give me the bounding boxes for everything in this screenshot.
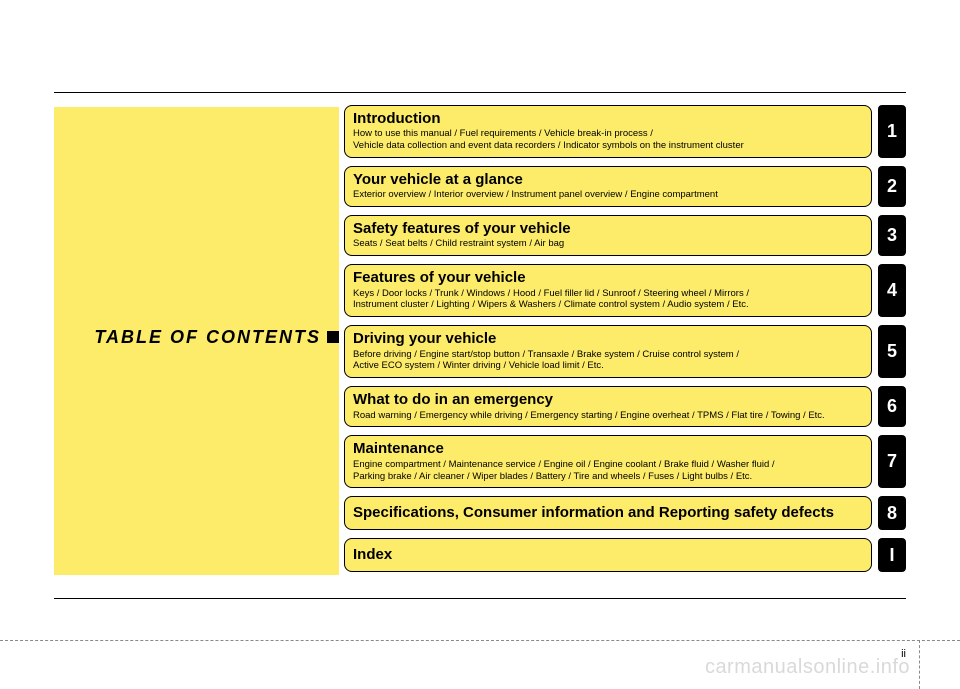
toc-row: Safety features of your vehicle Seats / … [344, 215, 906, 256]
toc-card-vehicle-glance: Your vehicle at a glance Exterior overvi… [344, 166, 872, 207]
toc-card-specifications: Specifications, Consumer information and… [344, 496, 872, 530]
toc-card-title: What to do in an emergency [353, 391, 863, 408]
toc-card-desc: Road warning / Emergency while driving /… [353, 410, 863, 422]
bottom-rule [54, 598, 906, 599]
toc-desc-line: Road warning / Emergency while driving /… [353, 410, 825, 421]
toc-card-title: Driving your vehicle [353, 330, 863, 347]
toc-tab: 3 [878, 215, 906, 256]
toc-card-title: Specifications, Consumer information and… [353, 504, 863, 521]
toc-card-introduction: Introduction How to use this manual / Fu… [344, 105, 872, 158]
toc-card-desc: Before driving / Engine start/stop butto… [353, 349, 863, 373]
top-rule [54, 92, 906, 93]
toc-tab: 7 [878, 435, 906, 488]
toc-desc-line: Before driving / Engine start/stop butto… [353, 349, 739, 360]
toc-card-title: Safety features of your vehicle [353, 220, 863, 237]
toc-desc-line: Instrument cluster / Lighting / Wipers &… [353, 299, 749, 310]
toc-tab: I [878, 538, 906, 572]
toc-row: Your vehicle at a glance Exterior overvi… [344, 166, 906, 207]
toc-tab: 5 [878, 325, 906, 378]
toc-card-maintenance: Maintenance Engine compartment / Mainten… [344, 435, 872, 488]
page: table of contents Introduction How to us… [0, 0, 960, 689]
toc-card-title: Features of your vehicle [353, 269, 863, 286]
toc-card-safety: Safety features of your vehicle Seats / … [344, 215, 872, 256]
square-icon [327, 331, 339, 343]
toc-desc-line: Vehicle data collection and event data r… [353, 140, 744, 151]
toc-desc-line: Active ECO system / Winter driving / Veh… [353, 360, 604, 371]
toc-tab: 4 [878, 264, 906, 317]
toc-card-desc: Keys / Door locks / Trunk / Windows / Ho… [353, 288, 863, 312]
toc-title: table of contents [94, 327, 321, 348]
toc-desc-line: Seats / Seat belts / Child restraint sys… [353, 238, 564, 249]
footer-divider [0, 640, 960, 641]
toc-card-index: Index [344, 538, 872, 572]
toc-card-desc: Engine compartment / Maintenance service… [353, 459, 863, 483]
toc-card-title: Maintenance [353, 440, 863, 457]
toc-desc-line: Exterior overview / Interior overview / … [353, 189, 718, 200]
toc-tab: 8 [878, 496, 906, 530]
toc-card-desc: Exterior overview / Interior overview / … [353, 189, 863, 201]
toc-row: Maintenance Engine compartment / Mainten… [344, 435, 906, 488]
toc-tab: 6 [878, 386, 906, 427]
toc-desc-line: Keys / Door locks / Trunk / Windows / Ho… [353, 288, 749, 299]
toc-card-emergency: What to do in an emergency Road warning … [344, 386, 872, 427]
toc-row: Index I [344, 538, 906, 572]
toc-row: What to do in an emergency Road warning … [344, 386, 906, 427]
toc-card-title: Introduction [353, 110, 863, 127]
footer-vertical-divider [919, 640, 920, 689]
toc-desc-line: Engine compartment / Maintenance service… [353, 459, 775, 470]
toc-desc-line: How to use this manual / Fuel requiremen… [353, 128, 653, 139]
toc-row: Introduction How to use this manual / Fu… [344, 105, 906, 158]
toc-tab: 1 [878, 105, 906, 158]
toc-rows: Introduction How to use this manual / Fu… [344, 105, 906, 572]
toc-row: Specifications, Consumer information and… [344, 496, 906, 530]
toc-card-desc: How to use this manual / Fuel requiremen… [353, 128, 863, 152]
watermark: carmanualsonline.info [705, 656, 910, 679]
toc-desc-line: Parking brake / Air cleaner / Wiper blad… [353, 471, 752, 482]
toc-card-driving: Driving your vehicle Before driving / En… [344, 325, 872, 378]
toc-card-title: Index [353, 546, 863, 563]
toc-row: Driving your vehicle Before driving / En… [344, 325, 906, 378]
toc-title-wrap: table of contents [54, 326, 339, 348]
toc-card-features: Features of your vehicle Keys / Door loc… [344, 264, 872, 317]
toc-card-desc: Seats / Seat belts / Child restraint sys… [353, 238, 863, 250]
toc-card-title: Your vehicle at a glance [353, 171, 863, 188]
toc-tab: 2 [878, 166, 906, 207]
toc-row: Features of your vehicle Keys / Door loc… [344, 264, 906, 317]
